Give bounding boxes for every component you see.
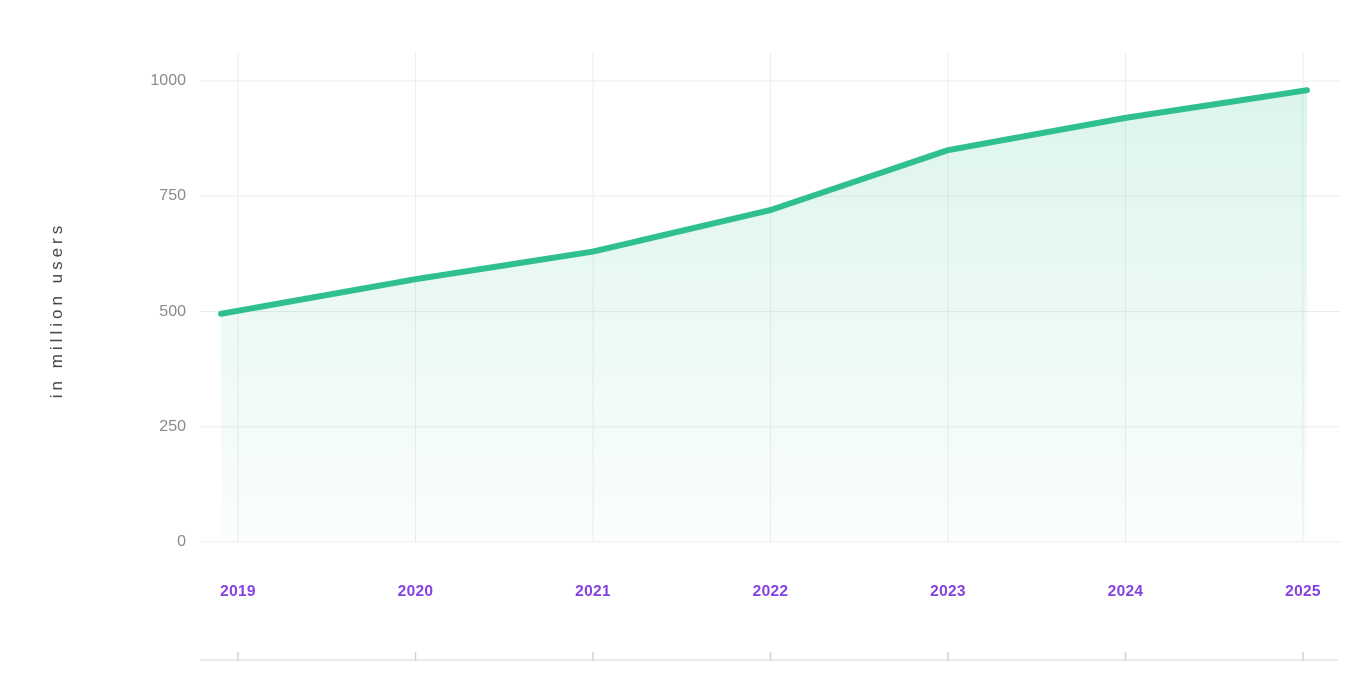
y-axis-tick-label: 750 [159, 187, 186, 205]
x-axis-label: 2025 [1285, 583, 1321, 600]
y-axis-tick-label: 500 [159, 302, 186, 320]
x-axis-rail [200, 652, 1338, 661]
x-axis-label: 2022 [752, 583, 789, 600]
area-series-line [218, 87, 1310, 317]
area-series-fill [221, 90, 1307, 542]
x-axis-label: 2019 [220, 583, 256, 600]
x-axis-label: 2021 [575, 583, 611, 600]
x-axis-label: 2024 [1107, 583, 1144, 600]
x-axis-label: 2023 [930, 583, 966, 600]
x-axis-label: 2020 [397, 583, 434, 600]
y-axis-tick-label: 250 [159, 417, 186, 435]
y-axis-tick-label: 0 [177, 533, 186, 550]
y-axis-tick-label: 1000 [150, 72, 186, 89]
